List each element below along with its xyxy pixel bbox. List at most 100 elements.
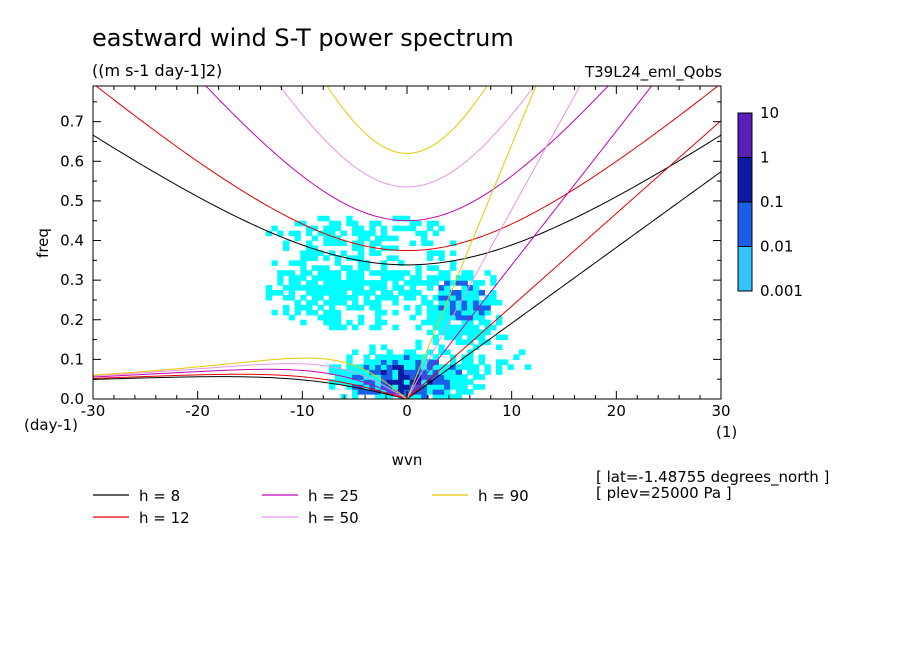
heatmap-cell bbox=[265, 295, 273, 301]
heatmap-cell bbox=[398, 389, 405, 395]
heatmap-cell bbox=[329, 384, 336, 390]
heatmap-cell bbox=[363, 295, 370, 301]
heatmap-cell bbox=[300, 304, 307, 311]
heatmap-cell bbox=[323, 215, 330, 222]
y-tick-label: 0.2 bbox=[60, 311, 84, 329]
heatmap-cell bbox=[311, 245, 319, 252]
heatmap-cell bbox=[306, 309, 313, 316]
heatmap-cell bbox=[340, 379, 347, 385]
heatmap-cell bbox=[288, 275, 296, 281]
heatmap-cell bbox=[478, 314, 486, 321]
heatmap-cell bbox=[317, 304, 324, 311]
heatmap-cell bbox=[444, 389, 451, 395]
heatmap-cell bbox=[329, 295, 336, 301]
heatmap-cell bbox=[449, 374, 457, 380]
heatmap-cell bbox=[432, 304, 439, 311]
heatmap-cell bbox=[409, 220, 416, 227]
heatmap-cell bbox=[340, 280, 347, 286]
heatmap-cell bbox=[357, 270, 365, 276]
heatmap-cell bbox=[300, 319, 307, 326]
heatmap-cell bbox=[352, 295, 359, 301]
heatmap-cell bbox=[340, 285, 347, 291]
heatmap-cell bbox=[409, 379, 416, 385]
heatmap-cell bbox=[323, 319, 330, 326]
heatmap-cell bbox=[409, 280, 416, 286]
heatmap-cell bbox=[455, 295, 463, 301]
heatmap-cell bbox=[340, 299, 347, 306]
heatmap-cell bbox=[386, 255, 393, 261]
heatmap-cell bbox=[409, 295, 416, 301]
heatmap-cell bbox=[363, 389, 370, 395]
heatmap-cell bbox=[375, 364, 382, 370]
heatmap-cell bbox=[398, 225, 405, 232]
heatmap-cell bbox=[392, 225, 399, 232]
heatmap-cell bbox=[288, 295, 296, 301]
heatmap-cell bbox=[415, 364, 422, 370]
heatmap-cell bbox=[461, 280, 468, 286]
heatmap-cell bbox=[467, 275, 474, 281]
heatmap-cell bbox=[323, 290, 330, 296]
heatmap-cell bbox=[375, 235, 382, 242]
heatmap-cell bbox=[369, 384, 376, 390]
heatmap-cell bbox=[467, 270, 474, 276]
heatmap-cell bbox=[432, 220, 439, 227]
heatmap-cell bbox=[306, 299, 313, 306]
heatmap-cell bbox=[472, 290, 480, 296]
heatmap-cell bbox=[438, 275, 445, 281]
heatmap-cell bbox=[346, 379, 353, 385]
heatmap-cell bbox=[467, 359, 474, 365]
heatmap-cell bbox=[426, 275, 434, 281]
heatmap-cell bbox=[409, 359, 416, 365]
heatmap-cell bbox=[472, 324, 480, 331]
heatmap-cell bbox=[357, 379, 365, 385]
heatmap-cell bbox=[403, 280, 411, 286]
heatmap-cell bbox=[392, 295, 399, 301]
heatmap-cell bbox=[392, 379, 399, 385]
heatmap-cell bbox=[346, 369, 353, 375]
heatmap-cell bbox=[334, 270, 342, 276]
heatmap-cell bbox=[495, 334, 503, 341]
heatmap-cell bbox=[415, 220, 422, 227]
heatmap-cell bbox=[352, 389, 359, 395]
x-tick-label: -10 bbox=[290, 402, 315, 420]
heatmap-cell bbox=[426, 250, 434, 256]
heatmap-cell bbox=[403, 215, 411, 222]
heatmap-cell bbox=[438, 324, 445, 331]
heatmap-cell bbox=[277, 270, 284, 276]
heatmap-cell bbox=[398, 374, 405, 380]
heatmap-cell bbox=[421, 280, 428, 286]
heatmap-cell bbox=[449, 329, 457, 336]
heatmap-cell bbox=[478, 334, 486, 341]
heatmap-cell bbox=[513, 354, 520, 360]
heatmap-cell bbox=[478, 290, 486, 296]
heatmap-cell bbox=[369, 359, 376, 365]
heatmap-cell bbox=[329, 369, 336, 375]
legend-entry: h = 50 bbox=[308, 509, 359, 527]
heatmap-cell bbox=[357, 314, 365, 321]
heatmap-cell bbox=[380, 245, 388, 252]
heatmap-cell bbox=[484, 295, 491, 301]
heatmap-cell bbox=[380, 265, 388, 271]
heatmap-cell bbox=[282, 295, 290, 301]
heatmap-cell bbox=[375, 295, 382, 301]
heatmap-cell bbox=[438, 295, 445, 301]
heatmap-cell bbox=[461, 389, 468, 395]
heatmap-cell bbox=[300, 265, 307, 271]
heatmap-cell bbox=[352, 225, 359, 232]
heatmap-cell bbox=[409, 394, 416, 399]
heatmap-cell bbox=[357, 304, 365, 311]
heatmap-cell bbox=[317, 265, 324, 271]
heatmap-cell bbox=[317, 215, 324, 222]
heatmap-cell bbox=[294, 285, 301, 291]
heatmap-cell bbox=[357, 245, 365, 252]
heatmap-cell bbox=[386, 369, 393, 375]
heatmap-cell bbox=[340, 250, 347, 256]
heatmap-cell bbox=[444, 295, 451, 301]
heatmap-cell bbox=[444, 369, 451, 375]
heatmap-cell bbox=[311, 299, 319, 306]
heatmap-cell bbox=[449, 240, 457, 247]
heatmap-cell bbox=[386, 349, 393, 356]
heatmap-cell bbox=[455, 364, 463, 370]
heatmap-cell bbox=[444, 329, 451, 336]
heatmap-cell bbox=[432, 295, 439, 301]
